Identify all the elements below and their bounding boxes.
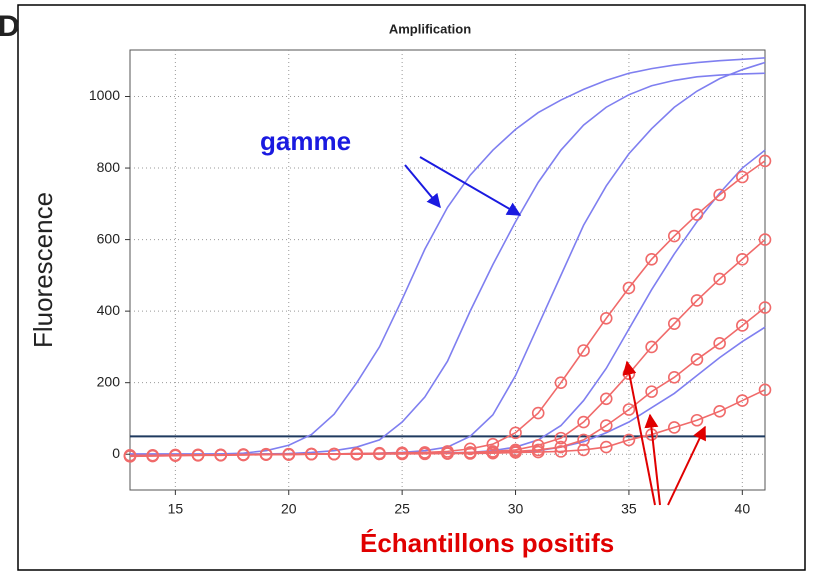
point-marker bbox=[690, 208, 704, 221]
annotation: gamme bbox=[260, 126, 351, 156]
point-marker bbox=[554, 440, 568, 454]
point-marker bbox=[622, 433, 636, 447]
arrow bbox=[644, 413, 661, 506]
point-marker bbox=[758, 233, 772, 246]
x-tick-label: 35 bbox=[621, 501, 637, 517]
point-marker bbox=[463, 447, 477, 460]
point-marker bbox=[667, 317, 681, 330]
point-marker bbox=[758, 383, 772, 397]
point-marker bbox=[667, 421, 681, 434]
y-tick-label: 1000 bbox=[89, 87, 120, 103]
point-marker bbox=[713, 272, 726, 286]
point-marker bbox=[577, 344, 590, 357]
point-marker bbox=[214, 448, 228, 462]
point-marker bbox=[713, 337, 726, 350]
point-marker bbox=[237, 448, 250, 461]
arrow bbox=[667, 425, 706, 506]
point-marker bbox=[554, 376, 568, 389]
plot-area bbox=[129, 49, 766, 491]
point-marker bbox=[690, 353, 704, 366]
point-marker bbox=[577, 415, 590, 429]
point-marker bbox=[441, 447, 454, 460]
arrow bbox=[404, 164, 441, 209]
point-marker bbox=[736, 394, 749, 407]
point-marker bbox=[736, 170, 749, 184]
point-marker bbox=[418, 447, 432, 461]
x-tick-label: 20 bbox=[281, 501, 297, 517]
point-marker bbox=[554, 431, 568, 445]
point-marker bbox=[509, 446, 522, 459]
point-marker bbox=[736, 319, 749, 332]
chart-title: Amplification bbox=[389, 21, 471, 36]
y-tick-label: 200 bbox=[97, 373, 121, 389]
x-tick-label: 40 bbox=[735, 501, 751, 517]
arrow bbox=[622, 360, 656, 506]
point-marker bbox=[577, 433, 590, 447]
x-tick-label: 30 bbox=[508, 501, 524, 517]
point-marker bbox=[736, 252, 749, 266]
point-marker bbox=[327, 447, 341, 461]
point-marker bbox=[531, 438, 545, 452]
point-marker bbox=[577, 443, 590, 457]
point-marker bbox=[622, 281, 636, 295]
y-tick-label: 0 bbox=[112, 445, 120, 461]
point-marker bbox=[645, 340, 658, 354]
y-axis-label: Fluorescence bbox=[28, 192, 58, 348]
point-marker bbox=[282, 447, 296, 461]
point-marker bbox=[123, 449, 137, 462]
arrow bbox=[419, 156, 522, 216]
point-marker bbox=[305, 447, 318, 461]
point-marker bbox=[509, 426, 522, 440]
point-marker bbox=[622, 403, 636, 416]
point-marker bbox=[554, 445, 568, 458]
point-marker bbox=[599, 440, 613, 454]
point-marker bbox=[486, 446, 500, 460]
point-marker bbox=[713, 405, 726, 418]
x-tick-label: 15 bbox=[168, 501, 184, 517]
point-marker bbox=[758, 154, 772, 168]
series-line bbox=[130, 57, 766, 456]
y-tick-label: 600 bbox=[97, 230, 121, 246]
y-tick-label: 800 bbox=[97, 159, 121, 175]
point-marker bbox=[373, 447, 386, 461]
point-marker bbox=[191, 448, 205, 462]
point-marker bbox=[599, 392, 613, 406]
point-marker bbox=[758, 301, 772, 314]
point-marker bbox=[713, 188, 726, 202]
point-marker bbox=[146, 449, 159, 462]
point-marker bbox=[531, 445, 545, 459]
series-line bbox=[130, 389, 766, 457]
point-marker bbox=[645, 252, 658, 266]
point-marker bbox=[350, 447, 364, 461]
x-tick-label: 25 bbox=[394, 501, 410, 517]
point-marker bbox=[599, 311, 613, 325]
point-marker bbox=[259, 448, 273, 461]
point-marker bbox=[169, 448, 182, 462]
point-marker bbox=[463, 442, 477, 456]
point-marker bbox=[531, 406, 545, 420]
annotation: Échantillons positifs bbox=[360, 528, 614, 558]
point-marker bbox=[486, 437, 500, 451]
y-tick-label: 400 bbox=[97, 302, 121, 318]
point-marker bbox=[667, 229, 681, 243]
point-marker bbox=[395, 447, 409, 461]
point-marker bbox=[645, 385, 658, 398]
point-marker bbox=[690, 294, 704, 307]
point-marker bbox=[599, 419, 613, 432]
panel-label: D bbox=[0, 10, 20, 43]
point-marker bbox=[667, 371, 681, 384]
